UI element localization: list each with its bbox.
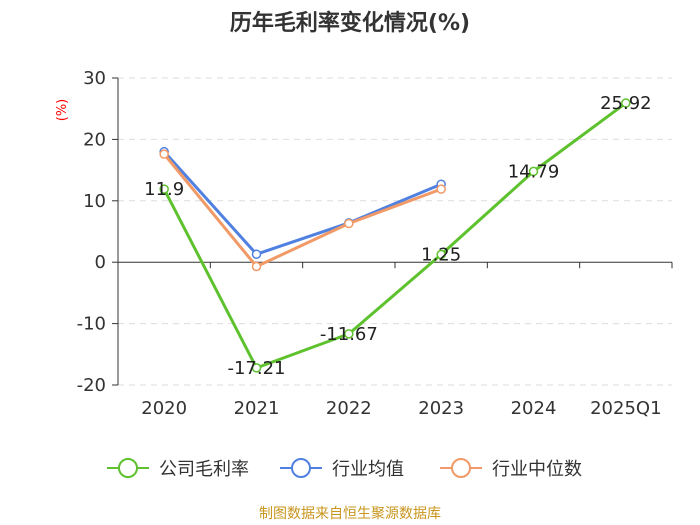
data-label: -17.21: [227, 358, 285, 379]
data-label: 14.79: [508, 161, 560, 182]
x-tick-label: 2023: [418, 398, 464, 419]
legend-marker-icon: [118, 458, 138, 478]
data-point-1: [251, 249, 262, 259]
y-tick-label: -10: [77, 314, 106, 335]
data-labels: 11.9 -17.21 -11.67 1.25 14.79 25.92: [144, 93, 651, 379]
axes: [112, 77, 673, 386]
data-point-0: [621, 98, 631, 108]
x-tick-label: 2024: [511, 398, 557, 419]
data-label: 11.9: [144, 179, 184, 200]
legend-label: 公司毛利率: [159, 459, 249, 480]
series-line-0: [162, 101, 628, 370]
data-point-2: [159, 149, 169, 159]
data-point-0: [159, 184, 169, 194]
x-tick-label: 2025Q1: [590, 398, 661, 419]
y-tick-label: 10: [83, 191, 106, 212]
series-line-2: [162, 152, 443, 268]
legend: 公司毛利率 行业均值 行业中位数: [107, 458, 582, 480]
series-line-1: [162, 150, 443, 256]
tick-labels: 30 20 10 0 -10 -20 2020 2021 2022 2023 2024 2025Q1: [77, 68, 662, 419]
grid-lines: [118, 77, 672, 386]
x-tick-label: 2022: [326, 398, 372, 419]
legend-label: 行业中位数: [492, 459, 582, 480]
data-point-2: [344, 218, 354, 229]
legend-item-0[interactable]: 公司毛利率: [107, 458, 249, 480]
y-tick-label: 0: [95, 252, 106, 273]
y-tick-label: 20: [83, 129, 106, 150]
chart-title: 历年毛利率变化情况(%): [230, 10, 470, 36]
data-point-2: [251, 261, 262, 272]
data-point-0: [344, 329, 354, 339]
data-label: -11.67: [320, 324, 378, 345]
series-lines: [159, 98, 631, 373]
data-point-2: [436, 184, 446, 194]
legend-label: 行业均值: [332, 459, 404, 480]
source-note: 制图数据来自恒生聚源数据库: [259, 506, 441, 522]
data-label: 1.25: [421, 245, 461, 266]
y-axis-label: (%): [55, 99, 70, 122]
legend-item-2[interactable]: 行业中位数: [440, 458, 582, 480]
data-point-0: [251, 363, 262, 373]
data-point-0: [528, 166, 539, 177]
x-tick-label: 2020: [141, 398, 187, 419]
x-tick-label: 2021: [234, 398, 280, 419]
legend-marker-icon: [291, 458, 311, 478]
data-label: 25.92: [600, 93, 652, 114]
legend-item-1[interactable]: 行业均值: [280, 458, 404, 480]
legend-marker-icon: [451, 458, 471, 478]
data-point-0: [436, 249, 446, 260]
y-tick-label: -20: [77, 375, 106, 396]
y-tick-label: 30: [83, 68, 106, 89]
